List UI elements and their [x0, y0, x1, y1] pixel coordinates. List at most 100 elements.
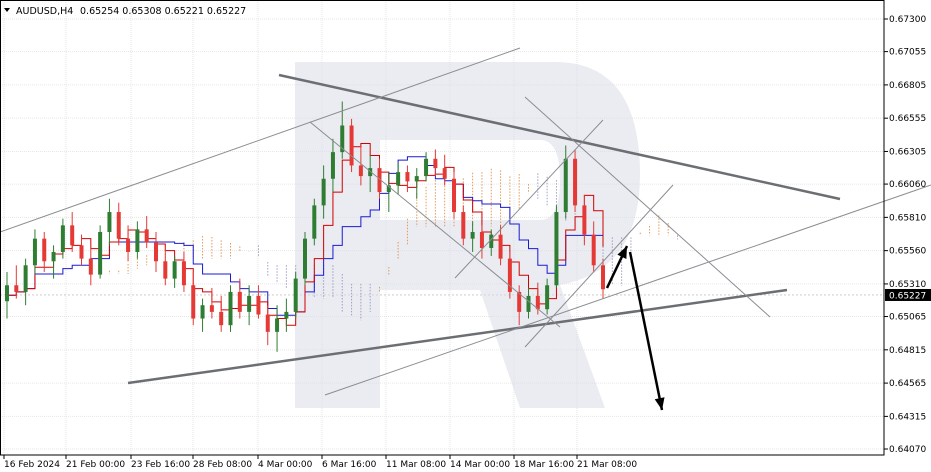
y-tick-label: 0.67300: [889, 15, 926, 25]
candle: [163, 245, 168, 286]
candle: [470, 221, 475, 252]
candle-body: [545, 285, 550, 310]
candle: [386, 172, 391, 213]
arrow-down-icon: [628, 251, 665, 411]
candle-body: [386, 185, 391, 193]
candle-body: [414, 176, 419, 182]
y-tick-label: 0.66060: [889, 180, 926, 190]
y-tick-label: 0.66305: [889, 147, 926, 157]
candle: [321, 165, 326, 219]
candle-body: [358, 165, 363, 177]
candle: [42, 232, 47, 272]
candle-body: [181, 261, 186, 286]
candle: [545, 278, 550, 315]
x-tick-label: 16 Feb 2024: [4, 460, 60, 470]
arrow-head-icon: [617, 246, 627, 259]
candle: [98, 225, 103, 279]
candle-body: [470, 232, 475, 239]
candle-body: [563, 158, 568, 213]
candle-body: [591, 234, 596, 266]
candle: [489, 229, 494, 256]
candle-body: [126, 238, 131, 252]
y-tick-label: 0.65560: [889, 247, 926, 257]
candle-body: [526, 295, 531, 312]
candle: [256, 285, 261, 319]
x-tick-label: 14 Mar 00:00: [450, 460, 510, 470]
candle-body: [200, 305, 205, 319]
candle-body: [135, 229, 140, 252]
candle: [144, 216, 149, 248]
candle-body: [293, 278, 298, 312]
trendline-minor: [524, 184, 674, 348]
candle-body: [5, 285, 9, 302]
candle-body: [32, 238, 37, 266]
candle-body: [247, 295, 252, 312]
candle-body: [405, 172, 410, 182]
candle: [591, 221, 596, 272]
candle: [433, 149, 438, 177]
trendline-minor: [454, 119, 604, 279]
candle-body: [237, 291, 242, 312]
x-tick-label: 21 Feb 00:00: [66, 460, 125, 470]
candle-body: [256, 295, 261, 315]
candle-body: [461, 212, 466, 239]
candle-body: [601, 265, 605, 290]
candle: [284, 298, 289, 332]
candle: [517, 285, 522, 326]
candle: [275, 305, 280, 352]
candle-body: [14, 285, 19, 292]
candle: [563, 145, 568, 219]
candle: [247, 285, 252, 326]
candle-body: [144, 229, 149, 243]
candle: [414, 168, 419, 199]
trend-drawings: [0, 47, 931, 411]
trendline-major: [127, 288, 788, 385]
candle: [23, 258, 28, 306]
candle-body: [424, 158, 429, 177]
candle-body: [321, 178, 326, 206]
plot-frame: [0, 0, 885, 456]
symbol-label: AUDUSD,H4: [16, 6, 73, 17]
y-tick-label: 0.65065: [889, 313, 926, 323]
candle-body: [42, 238, 47, 262]
candle: [191, 271, 196, 326]
candle-body: [349, 125, 354, 166]
candle: [200, 298, 205, 332]
candle-body: [535, 295, 540, 310]
arrow-head-icon: [654, 397, 665, 410]
candle-body: [116, 212, 121, 239]
x-tick-label: 11 Mar 08:00: [386, 460, 446, 470]
arrow-shaft: [628, 251, 664, 411]
candle-body: [303, 238, 307, 279]
arrow-up-icon: [605, 245, 629, 289]
candle-body: [275, 318, 280, 332]
dropdown-triangle-icon[interactable]: [4, 8, 10, 12]
candle: [498, 225, 503, 266]
x-tick-label: 6 Mar 16:00: [322, 460, 377, 470]
candle: [209, 287, 214, 319]
candle-body: [51, 251, 56, 262]
candle-body: [219, 311, 224, 326]
candle-body: [433, 158, 438, 169]
candle-body: [191, 285, 196, 319]
candle: [79, 234, 84, 266]
ohlc-label: 0.65254 0.65308 0.65221 0.65227: [80, 6, 246, 17]
candle: [573, 149, 578, 213]
candle-body: [377, 168, 382, 193]
candle-body: [340, 125, 345, 153]
candle-body: [312, 205, 317, 239]
candle: [479, 225, 484, 259]
chart-header: AUDUSD,H4 0.65254 0.65308 0.65221 0.6522…: [4, 6, 246, 17]
candle-body: [517, 291, 522, 312]
candle-body: [489, 234, 494, 248]
candle: [70, 212, 75, 252]
candle-body: [265, 314, 270, 332]
candle: [461, 205, 466, 246]
y-tick-label: 0.64315: [889, 412, 926, 422]
y-tick-label: 0.65810: [889, 213, 926, 223]
candle: [396, 162, 401, 195]
candle-body: [507, 258, 512, 292]
